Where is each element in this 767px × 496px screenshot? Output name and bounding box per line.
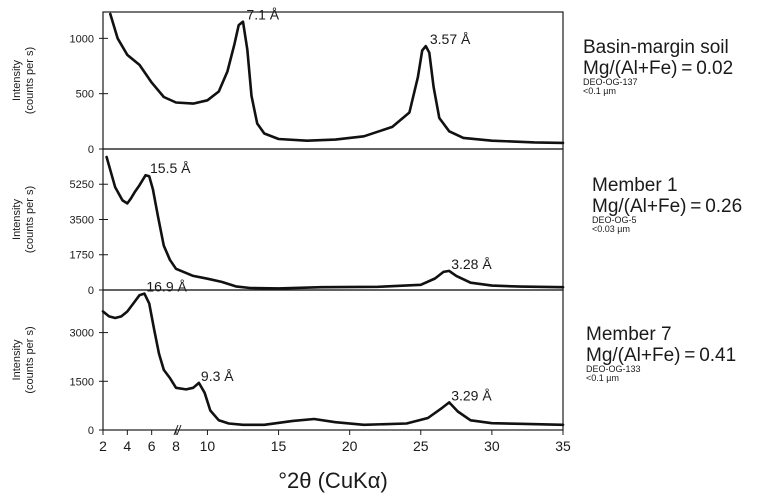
mg-ratio: Mg/(Al+Fe) = 0.02	[583, 58, 734, 79]
plot-frame	[102, 11, 564, 150]
sample-id: DEO-OG-137	[583, 77, 638, 87]
x-tick-label: 10	[200, 438, 216, 454]
y-tick-label: 1500	[70, 376, 94, 388]
peak-label: 9.3 Å	[201, 368, 234, 384]
panel-title: Member 1	[592, 175, 678, 196]
x-tick-label: 15	[271, 438, 287, 454]
x-tick-label: 20	[342, 438, 358, 454]
y-axis-label-line: (counts per s)	[24, 186, 36, 253]
plot-frame	[102, 289, 564, 431]
axis-break-mark	[176, 424, 182, 436]
y-axis-label-line: Intensity	[11, 199, 23, 240]
x-tick-label: 30	[484, 438, 500, 454]
x-tick-label: 35	[555, 438, 571, 454]
size-fraction: <0.1 µm	[586, 373, 619, 383]
peak-label: 16.9 Å	[146, 279, 187, 295]
x-tick-label: 25	[413, 438, 429, 454]
y-axis-label-line: Intensity	[11, 60, 23, 101]
y-axis-label: Intensity(counts per s)	[11, 186, 36, 253]
y-axis-label: Intensity(counts per s)	[11, 47, 36, 114]
y-tick-label: 5250	[70, 179, 94, 191]
peak-label: 7.1 Å	[246, 7, 279, 23]
x-tick-label: 4	[123, 438, 131, 454]
y-tick-label: 0	[88, 285, 94, 297]
y-tick-label: 1750	[70, 250, 94, 262]
y-tick-label: 1000	[70, 33, 94, 45]
sample-id: DEO-OG-133	[586, 364, 641, 374]
panel-title: Member 7	[586, 324, 672, 345]
mg-ratio: Mg/(Al+Fe) = 0.41	[586, 345, 737, 366]
axis-break-mark	[173, 424, 179, 436]
y-tick-label: 3500	[70, 214, 94, 226]
peak-label: 3.57 Å	[430, 31, 471, 47]
panel-title: Basin-margin soil	[583, 37, 729, 58]
y-axis-label-line: (counts per s)	[24, 326, 36, 393]
size-fraction: <0.03 µm	[592, 224, 630, 234]
panel-3: 0 1500 3000 Intensity(counts per s) 16.9 Å 9.…	[11, 279, 565, 437]
x-tick-label: 6	[148, 438, 156, 454]
xrd-pattern-line	[101, 292, 565, 427]
xrd-pattern-line	[105, 155, 565, 290]
y-axis-label-line: (counts per s)	[24, 47, 36, 114]
panel-caption-member1: Member 1 Mg/(Al+Fe) = 0.26 DEO-OG-5 <0.0…	[592, 176, 742, 234]
x-axis-label: °2θ (CuKα)	[278, 468, 388, 493]
panel-caption-member7: Member 7 Mg/(Al+Fe) = 0.41 DEO-OG-133 <0…	[586, 325, 736, 383]
xrd-pattern-line	[109, 12, 565, 145]
panel-1: 0 500 1000 Intensity(counts per s) 7.1 Å 3.57…	[11, 7, 565, 156]
peak-label: 3.29 Å	[451, 387, 492, 403]
sample-id: DEO-OG-5	[592, 215, 637, 225]
mg-ratio: Mg/(Al+Fe) = 0.26	[592, 196, 743, 217]
y-tick-label: 0	[88, 425, 94, 437]
x-tick-label: 2	[99, 438, 107, 454]
y-axis-label: Intensity(counts per s)	[11, 326, 36, 393]
panel-caption-soil: Basin-margin soil Mg/(Al+Fe) = 0.02 DEO-…	[583, 38, 733, 96]
y-axis-label-line: Intensity	[11, 339, 23, 380]
y-tick-label: 3000	[70, 328, 94, 340]
peak-label: 3.28 Å	[451, 256, 492, 272]
peak-label: 15.5 Å	[150, 160, 191, 176]
size-fraction: <0.1 µm	[583, 86, 616, 96]
panel-2: 0 1750 3500 5250 Intensity(counts per s) 15.5…	[11, 148, 565, 297]
x-tick-label: 8	[172, 438, 180, 454]
y-tick-label: 0	[88, 144, 94, 156]
y-tick-label: 500	[76, 89, 94, 101]
